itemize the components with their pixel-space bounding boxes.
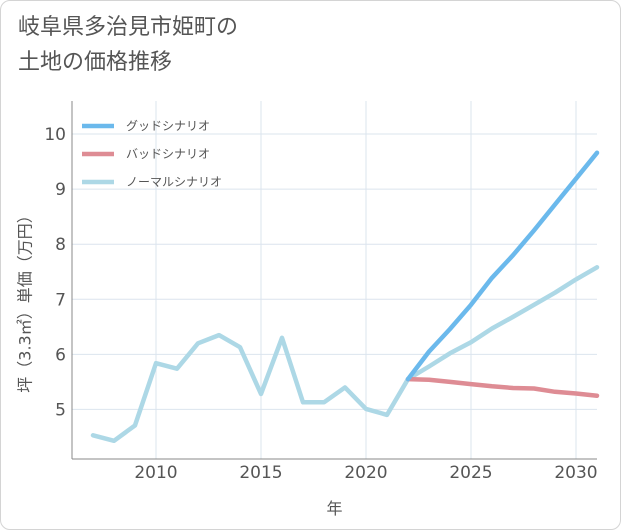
x-axis-title: 年 [326, 499, 342, 518]
legend-item-normal: ノーマルシナリオ [82, 175, 222, 189]
grid-lines [72, 101, 597, 459]
plot-area [72, 101, 597, 459]
good-scenario-line [405, 150, 600, 382]
x-tick-label: 2015 [239, 463, 282, 483]
x-tick-label: 2030 [554, 463, 597, 483]
y-tick-label: 9 [55, 180, 66, 200]
chart-title-line-1: 岐阜県多治見市姫町の [18, 15, 239, 40]
legend-label: グッドシナリオ [126, 119, 210, 133]
legend-label: バッドシナリオ [126, 147, 210, 161]
x-tick-label: 2025 [449, 463, 492, 483]
y-tick-label: 8 [55, 235, 66, 255]
series-layer [90, 150, 600, 444]
x-tick-label: 2020 [344, 463, 387, 483]
chart-title: 岐阜県多治見市姫町の 土地の価格推移 [18, 10, 238, 80]
legend-label: ノーマルシナリオ [126, 175, 222, 189]
normal-scenario-line [405, 265, 600, 382]
historical-price-line [90, 332, 411, 444]
y-tick-label: 10 [44, 125, 66, 145]
legend-item-bad: バッドシナリオ [82, 147, 210, 161]
y-tick-label: 7 [55, 290, 66, 310]
bad-scenario-line [405, 376, 600, 398]
x-tick-label: 2010 [134, 463, 177, 483]
y-tick-label: 6 [55, 345, 66, 365]
y-axis-title: 坪（3.3㎡）単価（万円） [16, 207, 35, 392]
legend-item-good: グッドシナリオ [82, 119, 210, 133]
axis-layer: 2010 2015 2020 2025 2030 5 6 7 8 9 10 [44, 101, 598, 483]
y-tick-label: 5 [55, 400, 66, 420]
chart-title-line-2: 土地の価格推移 [18, 50, 173, 75]
